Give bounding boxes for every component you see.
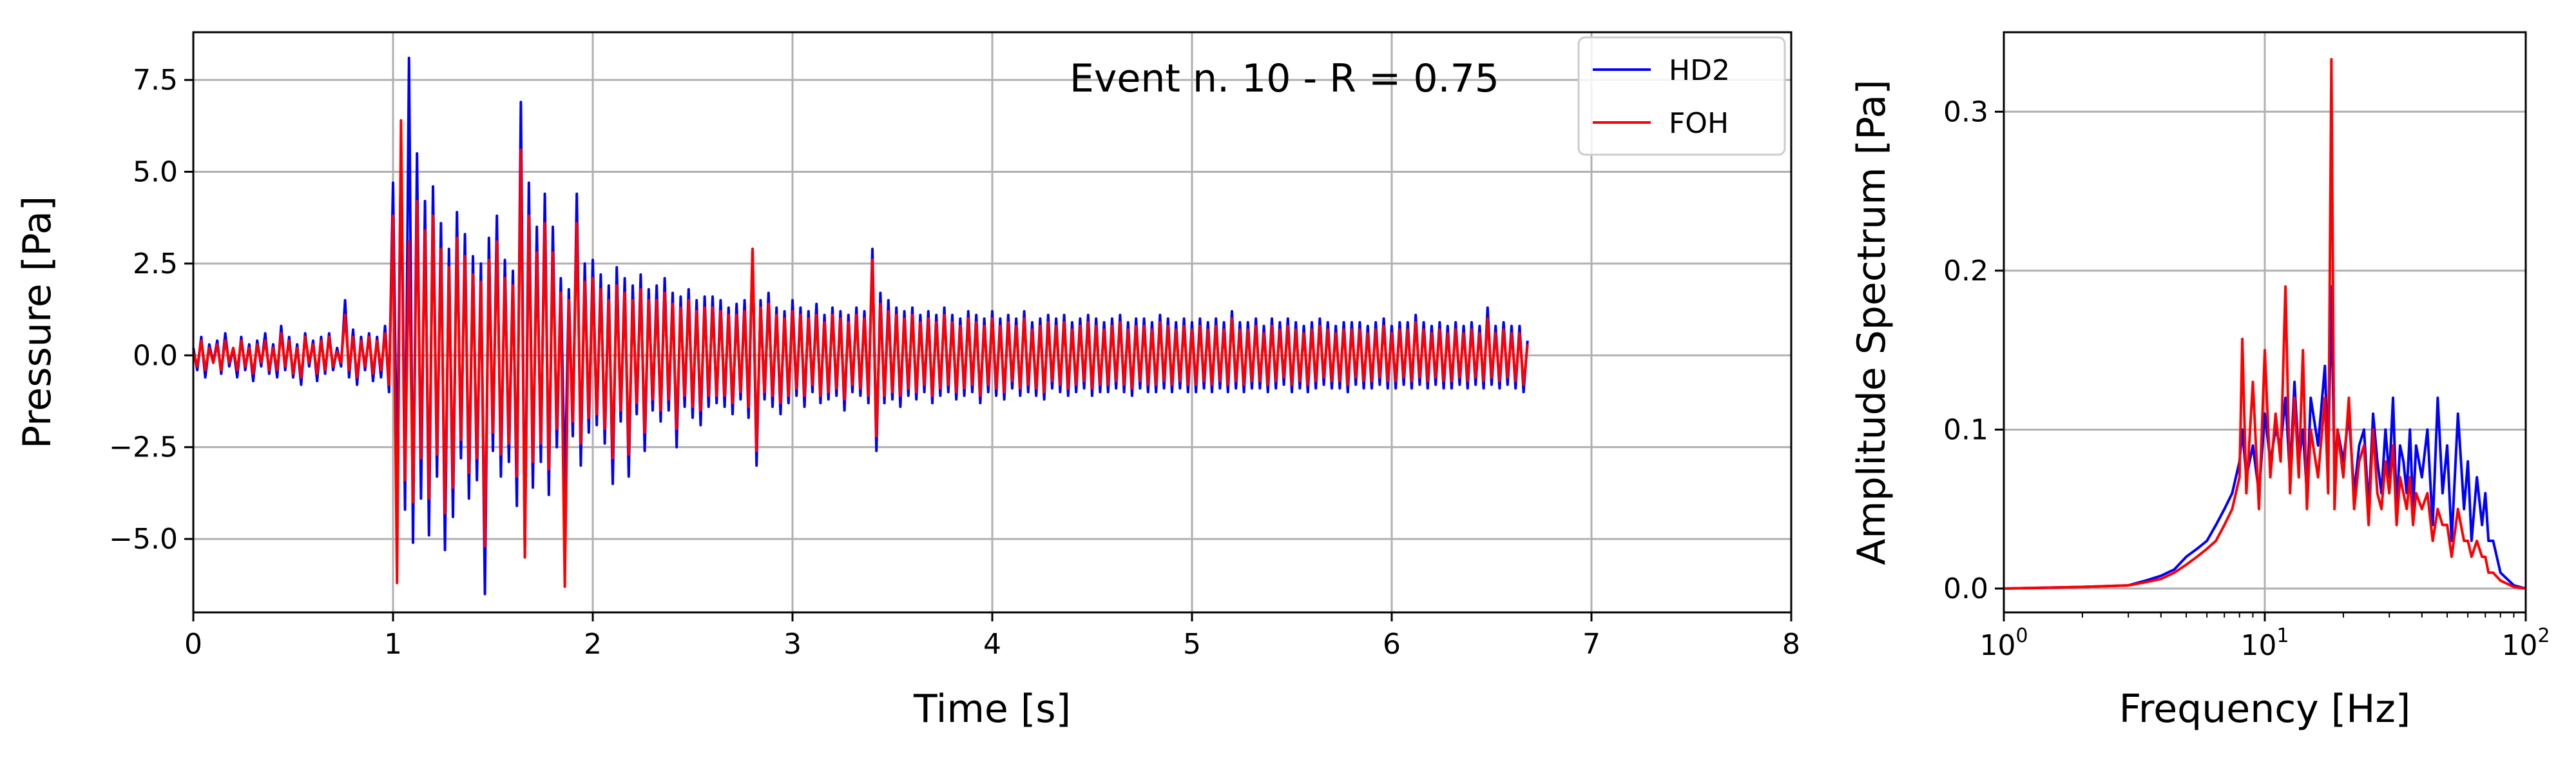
- spectrum-y-tick-label: 0.2: [1943, 255, 1988, 287]
- time-x-tick-label: 1: [384, 628, 402, 661]
- time-y-tick-label: 5.0: [133, 155, 178, 188]
- time-y-axis-label: Pressure [Pa]: [15, 196, 60, 449]
- spectrum-x-tick-label: 102: [2501, 625, 2550, 662]
- time-ticks: 0 1 2 3 4 5 6 7 8 −5.0 −2.5 0.0 2.5 5.0 7.5: [109, 64, 1800, 661]
- time-x-tick-label: 5: [1183, 628, 1201, 661]
- time-y-tick-label: −2.5: [109, 431, 178, 464]
- spectrum-x-tick-label: 100: [1979, 625, 2028, 662]
- time-x-tick-label: 6: [1383, 628, 1401, 661]
- time-x-tick-label: 2: [584, 628, 602, 661]
- legend-box: [1577, 36, 1786, 156]
- spectrum-y-tick-label: 0.0: [1943, 572, 1988, 605]
- time-annotation: Event n. 10 - R = 0.75: [1070, 56, 1499, 101]
- legend-label-foh: FOH: [1669, 107, 1729, 140]
- time-x-axis-label: Time [s]: [913, 687, 1071, 732]
- time-y-tick-label: −5.0: [109, 523, 178, 556]
- time-x-tick-label: 7: [1582, 628, 1600, 661]
- spectrum-y-axis-label: Amplitude Spectrum [Pa]: [1849, 79, 1894, 565]
- legend: HD2 FOH: [1577, 36, 1786, 156]
- time-x-tick-label: 4: [983, 628, 1001, 661]
- time-y-tick-label: 0.0: [133, 339, 178, 372]
- spectrum-panel: 100 101 102 0.0 0.1 0.2 0.3 Frequency [Hz] Amp…: [1849, 31, 2550, 732]
- spectrum-x-tick-label: 101: [2240, 625, 2289, 662]
- spectrum-lines: [2003, 57, 2526, 590]
- spectrum-x-axis-label: Frequency [Hz]: [2119, 687, 2410, 732]
- time-x-tick-label: 8: [1782, 628, 1800, 661]
- time-y-tick-label: 2.5: [133, 248, 178, 280]
- time-x-tick-label: 0: [184, 628, 202, 661]
- spectrum-y-tick-label: 0.1: [1943, 413, 1988, 446]
- legend-label-hd2: HD2: [1669, 54, 1730, 87]
- spectrum-ticks: 100 101 102 0.0 0.1 0.2 0.3: [1943, 95, 2550, 662]
- time-series-foh: [192, 119, 1529, 589]
- time-y-tick-label: 7.5: [133, 64, 178, 97]
- time-series-lines: [192, 56, 1529, 596]
- time-x-tick-label: 3: [783, 628, 802, 661]
- spectrum-y-tick-label: 0.3: [1943, 95, 1988, 128]
- time-series-panel: 0 1 2 3 4 5 6 7 8 −5.0 −2.5 0.0 2.5 5.0 7.5 Event n. 1…: [15, 31, 1800, 732]
- spectrum-series-foh: [2003, 57, 2526, 590]
